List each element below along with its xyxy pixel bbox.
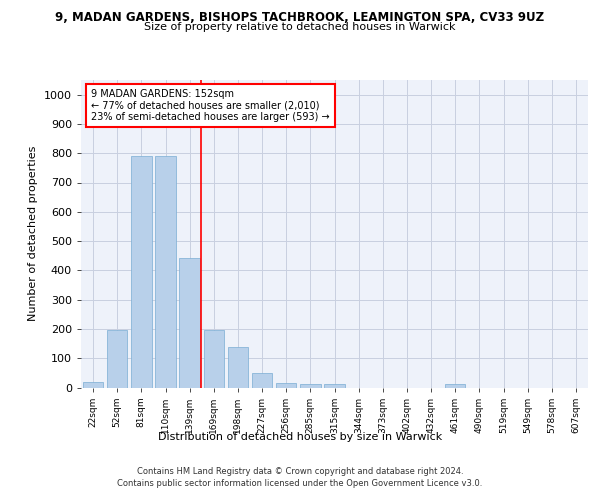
Bar [83,382,103,388]
Bar [252,373,272,388]
Text: Contains public sector information licensed under the Open Government Licence v3: Contains public sector information licen… [118,478,482,488]
Bar [324,384,345,388]
Bar [107,330,127,388]
Bar [155,156,176,388]
Text: Distribution of detached houses by size in Warwick: Distribution of detached houses by size … [158,432,442,442]
Text: 9, MADAN GARDENS, BISHOPS TACHBROOK, LEAMINGTON SPA, CV33 9UZ: 9, MADAN GARDENS, BISHOPS TACHBROOK, LEA… [55,11,545,24]
Bar [203,330,224,388]
Bar [179,258,200,388]
Bar [445,384,466,388]
Bar [227,346,248,388]
Bar [276,383,296,388]
Text: 9 MADAN GARDENS: 152sqm
← 77% of detached houses are smaller (2,010)
23% of semi: 9 MADAN GARDENS: 152sqm ← 77% of detache… [91,89,330,122]
Y-axis label: Number of detached properties: Number of detached properties [28,146,38,322]
Text: Size of property relative to detached houses in Warwick: Size of property relative to detached ho… [144,22,456,32]
Bar [131,156,152,388]
Text: Contains HM Land Registry data © Crown copyright and database right 2024.: Contains HM Land Registry data © Crown c… [137,468,463,476]
Bar [300,384,320,388]
